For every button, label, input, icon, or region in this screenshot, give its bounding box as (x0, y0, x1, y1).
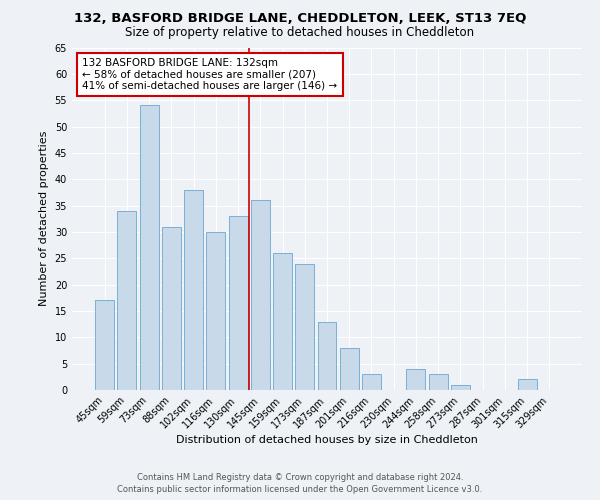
Bar (140, 106, 158, 390)
Bar (406, 369, 425, 390)
Bar (162, 226, 181, 390)
Bar (340, 348, 359, 390)
Bar (273, 253, 292, 390)
Bar (229, 216, 248, 390)
Bar (184, 190, 203, 390)
Bar (362, 374, 381, 390)
Bar (451, 384, 470, 390)
Bar (118, 211, 136, 390)
X-axis label: Distribution of detached houses by size in Cheddleton: Distribution of detached houses by size … (176, 436, 478, 446)
Bar (251, 200, 270, 390)
Bar (206, 232, 225, 390)
Y-axis label: Number of detached properties: Number of detached properties (39, 131, 49, 306)
Bar (518, 380, 536, 390)
Text: Contains HM Land Registry data © Crown copyright and database right 2024.
Contai: Contains HM Land Registry data © Crown c… (118, 472, 482, 494)
Bar (295, 264, 314, 390)
Text: 132, BASFORD BRIDGE LANE, CHEDDLETON, LEEK, ST13 7EQ: 132, BASFORD BRIDGE LANE, CHEDDLETON, LE… (74, 12, 526, 26)
Bar (317, 322, 337, 390)
Text: Size of property relative to detached houses in Cheddleton: Size of property relative to detached ho… (125, 26, 475, 39)
Bar (429, 374, 448, 390)
Bar (95, 300, 114, 390)
Text: 132 BASFORD BRIDGE LANE: 132sqm
← 58% of detached houses are smaller (207)
41% o: 132 BASFORD BRIDGE LANE: 132sqm ← 58% of… (82, 58, 337, 91)
